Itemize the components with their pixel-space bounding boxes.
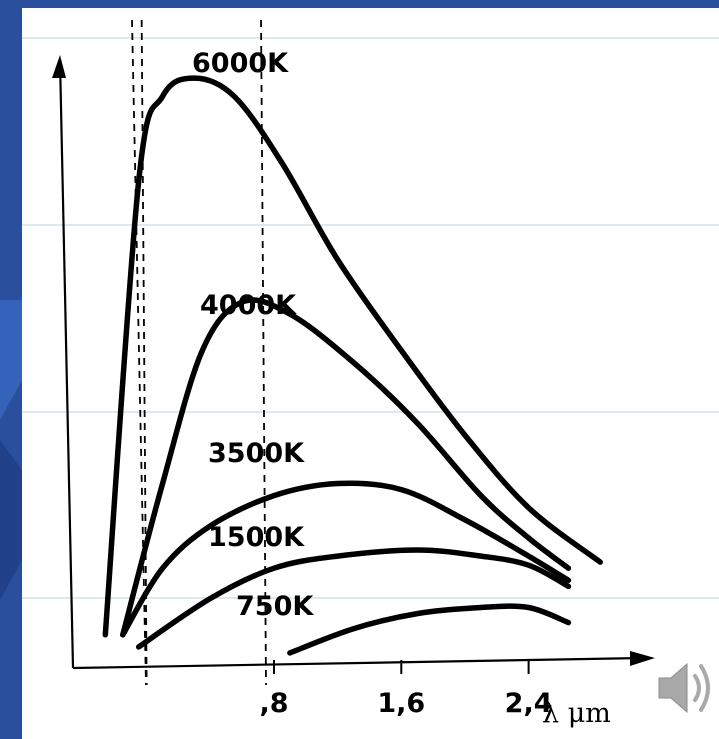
curve-3500k xyxy=(120,480,572,638)
ruled-lines xyxy=(22,37,719,599)
curve-750k xyxy=(287,603,572,656)
x-axis-label: λ μm xyxy=(542,698,611,729)
reference-line-1 xyxy=(140,19,148,686)
curve-label-4000k: 4000K xyxy=(200,290,297,321)
x-ticks: ,8 1,6 2,4 xyxy=(259,660,553,719)
curve-1500k xyxy=(135,547,572,650)
curve-label-750k: 750K xyxy=(236,591,314,622)
reference-line-left xyxy=(131,19,147,686)
curve-label-3500k: 3500K xyxy=(208,438,305,469)
curve-4000k xyxy=(120,297,572,638)
speaker-icon[interactable] xyxy=(655,652,715,724)
scanned-figure-page xyxy=(22,8,719,739)
y-axis xyxy=(58,59,75,669)
x-axis-arrow xyxy=(630,651,655,666)
curve-label-6000k: 6000K xyxy=(192,48,289,79)
curves xyxy=(102,75,603,656)
reference-line-2 xyxy=(260,19,267,686)
curve-6000k xyxy=(102,75,603,638)
x-axis xyxy=(72,656,646,670)
curve-label-1500k: 1500K xyxy=(208,522,305,553)
x-tick-label: 2,4 xyxy=(505,688,553,719)
x-tick-label: 1,6 xyxy=(377,688,425,719)
x-tick-label: ,8 xyxy=(259,688,288,719)
y-axis-arrow xyxy=(52,55,66,78)
curve-labels: 6000K 4000K 3500K 1500K 750K xyxy=(192,48,314,622)
axes xyxy=(52,55,655,670)
